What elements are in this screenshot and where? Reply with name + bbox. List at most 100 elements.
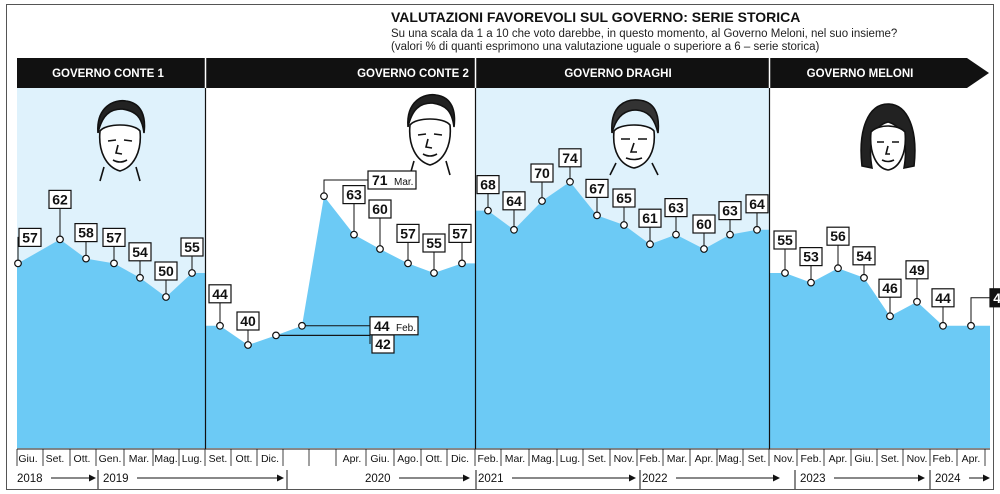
month-label-36: Apr. [962, 453, 981, 465]
point-2-10-label-text: 57 [452, 225, 468, 241]
month-label-30: Feb. [800, 453, 821, 465]
point-2-7-label: 60 [368, 199, 392, 219]
year-label-2018: 2018 [17, 473, 43, 485]
giuseppe-conte-portrait-icon [407, 93, 456, 176]
month-label-28: Set. [748, 453, 767, 465]
point-4-4-label: 54 [852, 246, 876, 266]
month-label-16: Ott. [426, 453, 443, 465]
point-3-11-label: 64 [745, 194, 769, 214]
point-4-8-label-box [989, 288, 1000, 308]
giuseppe-conte-portrait-icon [97, 99, 146, 182]
point-3-7-label-box [638, 208, 662, 228]
point-2-4-label-note: Feb. [396, 323, 416, 334]
point-2-10-label: 57 [448, 223, 472, 243]
point-2-2-label-text: 40 [240, 313, 256, 329]
point-1-3-marker [82, 254, 90, 263]
point-1-6-label-text: 50 [158, 263, 174, 279]
month-label-3: Ott. [74, 453, 91, 465]
year-label-2024: 2024 [935, 473, 961, 485]
point-2-6-label-box [342, 185, 366, 205]
point-2-5-label: 71 Mar. [367, 170, 417, 190]
point-1-3-label: 58 [74, 223, 98, 243]
point-4-2-marker [807, 278, 815, 287]
point-2-1-marker [216, 321, 224, 330]
point-1-7-label: 55 [180, 237, 204, 257]
month-label-26: Apr. [695, 453, 714, 465]
point-3-4-marker [566, 177, 574, 186]
point-3-3-label: 70 [530, 163, 554, 183]
point-1-7-marker [188, 269, 196, 277]
month-label-8: Set. [209, 453, 228, 465]
point-3-2-label: 64 [502, 191, 526, 211]
point-1-1-label-text: 57 [22, 229, 38, 245]
chart-frame [6, 4, 994, 490]
point-2-10-label-box [448, 223, 472, 243]
point-3-4-label: 74 [558, 148, 582, 168]
year-label-2020: 2020 [365, 473, 391, 485]
year-label-2021: 2021 [478, 473, 504, 485]
point-2-4-label: 44 Feb. [369, 316, 419, 336]
point-4-6-label-text: 49 [909, 262, 925, 278]
point-1-6-label-box [154, 261, 178, 281]
point-4-1-label-box [773, 230, 797, 250]
point-3-11-label-box [745, 194, 769, 214]
month-label-5: Mar. [129, 453, 149, 465]
year-arrow-head-2021 [629, 474, 636, 482]
point-2-4-label-box [369, 316, 419, 336]
point-1-4-label-box [102, 227, 126, 247]
month-label-4: Gen. [99, 453, 122, 465]
month-label-7: Lug. [182, 453, 202, 465]
year-label-2022: 2022 [642, 473, 668, 485]
month-label-19: Mar. [505, 453, 525, 465]
month-label-34: Nov. [907, 453, 928, 465]
point-2-6-label: 63 [342, 185, 366, 205]
point-1-5-label-text: 54 [132, 244, 148, 260]
point-3-6-label-box [612, 188, 636, 208]
point-4-2-label-text: 53 [803, 249, 819, 265]
point-1-1-label-box [18, 227, 42, 247]
year-label-2023: 2023 [800, 473, 826, 485]
point-3-3-label-text: 70 [534, 165, 550, 181]
point-1-2-marker [56, 235, 64, 244]
point-1-5-label: 54 [128, 242, 152, 262]
month-label-15: Ago. [397, 453, 419, 465]
point-2-8-marker [404, 259, 412, 268]
point-2-7-label-text: 60 [372, 201, 388, 217]
point-2-10-marker [458, 259, 466, 268]
point-3-7-label-text: 61 [642, 210, 658, 226]
point-3-2-label-text: 64 [506, 193, 522, 209]
point-2-7-marker [376, 245, 384, 253]
month-label-13: Apr. [343, 453, 362, 465]
month-label-24: Feb. [639, 453, 660, 465]
point-3-7-marker [646, 240, 654, 249]
point-4-2-label: 53 [799, 247, 823, 267]
point-3-11-label-text: 64 [749, 196, 765, 212]
point-1-3-label-box [74, 223, 98, 243]
point-2-5-label-note: Mar. [394, 177, 413, 188]
point-3-1-marker [484, 206, 492, 215]
month-label-23: Nov. [614, 453, 635, 465]
point-2-8-label: 57 [396, 223, 420, 243]
point-1-5-label-box [128, 242, 152, 262]
point-3-9-marker [700, 245, 708, 253]
point-3-5-label-box [585, 178, 609, 198]
point-2-5-label-box [367, 170, 417, 190]
point-2-5-leader [323, 179, 368, 197]
area-1 [17, 239, 205, 448]
point-3-6-marker [620, 221, 628, 229]
point-2-9-label-text: 55 [426, 235, 442, 251]
point-3-8-label: 63 [664, 198, 688, 218]
point-1-6-marker [162, 293, 170, 301]
point-4-4-label-text: 54 [856, 248, 872, 264]
point-3-10-label: 63 [718, 201, 742, 221]
point-3-11-marker [753, 225, 761, 234]
point-4-6-label: 49 [905, 260, 929, 280]
point-4-4-marker [860, 273, 868, 282]
year-arrow-head-2018 [89, 474, 96, 482]
point-3-8-marker [672, 230, 680, 239]
point-1-2-label-text: 62 [52, 191, 68, 207]
point-2-3-marker [272, 331, 280, 340]
point-1-4-label: 57 [102, 227, 126, 247]
point-1-1-marker [14, 259, 22, 268]
point-2-5-marker [320, 192, 328, 201]
